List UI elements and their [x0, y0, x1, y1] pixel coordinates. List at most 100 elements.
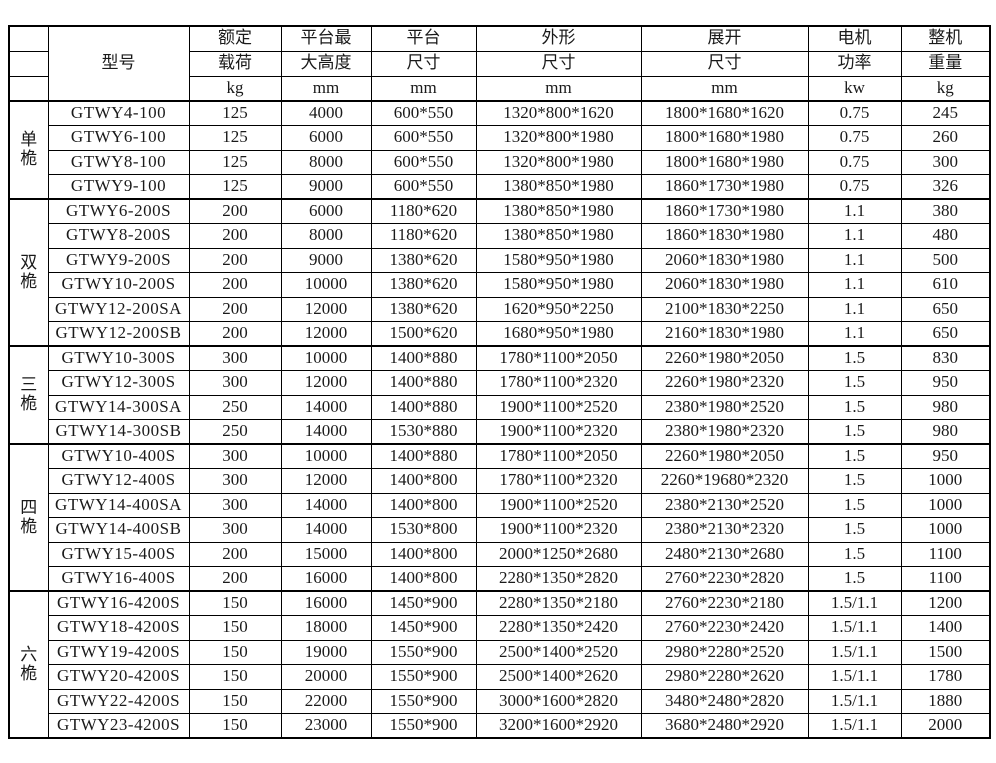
model-cell: GTWY4-100 — [47, 100, 190, 126]
table-row: GTWY18-4200S 150 18000 1450*900 2280*1350*24… — [9, 615, 991, 641]
height-cell: 8000 — [280, 149, 372, 175]
table-row: GTWY12-200SB 200 12000 1500*620 1680*950*198… — [9, 321, 991, 347]
table-row: 单桅 GTWY4-100 125 4000 600*550 1320*800*1620 18… — [8, 100, 991, 200]
header-overall-unit: mm — [475, 75, 642, 102]
model-cell: GTWY10-300S — [47, 345, 190, 371]
platform-size-cell: 600*550 — [370, 149, 477, 175]
weight-cell: 2000 — [900, 713, 991, 739]
platform-size-cell: 1180*620 — [370, 198, 477, 224]
model-cell: GTWY22-4200S — [47, 688, 190, 714]
load-cell: 125 — [188, 100, 282, 126]
platform-size-cell: 1400*800 — [370, 492, 477, 518]
height-cell: 14000 — [280, 394, 372, 420]
table-row: GTWY8-100 125 8000 600*550 1320*800*1980 1800… — [9, 149, 991, 175]
header-load-line1: 额定 — [188, 25, 282, 52]
load-cell: 150 — [188, 688, 282, 714]
expanded-size-cell: 3480*2480*2820 — [640, 688, 809, 714]
height-cell: 14000 — [280, 419, 372, 445]
platform-size-cell: 1400*880 — [370, 345, 477, 371]
power-cell: 0.75 — [807, 174, 902, 200]
height-cell: 23000 — [280, 713, 372, 739]
header-load-unit: kg — [188, 75, 282, 102]
model-cell: GTWY18-4200S — [47, 615, 190, 641]
table-row: GTWY12-300S 300 12000 1400*880 1780*1100*232… — [9, 370, 991, 396]
weight-cell: 1000 — [900, 492, 991, 518]
model-cell: GTWY8-100 — [47, 149, 190, 175]
power-cell: 1.5/1.1 — [807, 688, 902, 714]
height-cell: 10000 — [280, 272, 372, 298]
expanded-size-cell: 2480*2130*2680 — [640, 541, 809, 567]
overall-size-cell: 3200*1600*2920 — [475, 713, 642, 739]
load-cell: 150 — [188, 713, 282, 739]
power-cell: 1.5 — [807, 566, 902, 592]
platform-size-cell: 1400*800 — [370, 468, 477, 494]
height-cell: 4000 — [280, 100, 372, 126]
load-cell: 125 — [188, 125, 282, 151]
weight-cell: 260 — [900, 125, 991, 151]
load-cell: 250 — [188, 419, 282, 445]
header-power-line2: 功率 — [807, 50, 902, 77]
weight-cell: 650 — [900, 321, 991, 347]
load-cell: 300 — [188, 345, 282, 371]
weight-cell: 1100 — [900, 541, 991, 567]
overall-size-cell: 2500*1400*2620 — [475, 664, 642, 690]
expanded-size-cell: 2380*2130*2520 — [640, 492, 809, 518]
weight-cell: 610 — [900, 272, 991, 298]
expanded-size-cell: 2760*2230*2820 — [640, 566, 809, 592]
model-cell: GTWY14-400SB — [47, 517, 190, 543]
overall-size-cell: 1320*800*1980 — [475, 149, 642, 175]
header-model: 型号 — [47, 25, 190, 102]
table-row: GTWY9-200S 200 9000 1380*620 1580*950*1980 20… — [9, 247, 991, 273]
overall-size-cell: 1900*1100*2520 — [475, 394, 642, 420]
weight-cell: 245 — [900, 100, 991, 126]
overall-size-cell: 1380*850*1980 — [475, 198, 642, 224]
header-platform-line1: 平台 — [370, 25, 477, 52]
weight-cell: 500 — [900, 247, 991, 273]
load-cell: 300 — [188, 370, 282, 396]
table-header: 型号 额定 平台最 平台 外形 展开 电机 整机 载荷 大高度 尺寸 尺寸 尺寸… — [8, 25, 991, 102]
platform-size-cell: 1400*880 — [370, 370, 477, 396]
weight-cell: 950 — [900, 443, 991, 469]
expanded-size-cell: 2380*2130*2320 — [640, 517, 809, 543]
expanded-size-cell: 2980*2280*2620 — [640, 664, 809, 690]
expanded-size-cell: 1800*1680*1980 — [640, 149, 809, 175]
power-cell: 1.5 — [807, 492, 902, 518]
platform-size-cell: 1380*620 — [370, 296, 477, 322]
model-cell: GTWY14-400SA — [47, 492, 190, 518]
header-overall-line2: 尺寸 — [475, 50, 642, 77]
power-cell: 1.5 — [807, 468, 902, 494]
expanded-size-cell: 2160*1830*1980 — [640, 321, 809, 347]
header-row-1: 型号 额定 平台最 平台 外形 展开 电机 整机 — [8, 25, 991, 102]
table-row: GTWY15-400S 200 15000 1400*800 2000*1250*268… — [9, 541, 991, 567]
group-label-3: 四桅 — [8, 443, 49, 592]
model-cell: GTWY19-4200S — [47, 639, 190, 665]
expanded-size-cell: 2760*2230*2180 — [640, 590, 809, 616]
header-power-line1: 电机 — [807, 25, 902, 52]
table-row: GTWY12-200SA 200 12000 1380*620 1620*950*225… — [9, 296, 991, 322]
load-cell: 150 — [188, 615, 282, 641]
height-cell: 12000 — [280, 296, 372, 322]
height-cell: 6000 — [280, 125, 372, 151]
group-label-2: 三桅 — [8, 345, 49, 445]
power-cell: 0.75 — [807, 149, 902, 175]
weight-cell: 830 — [900, 345, 991, 371]
weight-cell: 1000 — [900, 517, 991, 543]
expanded-size-cell: 2060*1830*1980 — [640, 272, 809, 298]
expanded-size-cell: 2100*1830*2250 — [640, 296, 809, 322]
header-weight-line1: 整机 — [900, 25, 991, 52]
weight-cell: 480 — [900, 223, 991, 249]
weight-cell: 1200 — [900, 590, 991, 616]
header-row-units: kg mm mm mm mm kw kg — [8, 75, 991, 102]
overall-size-cell: 1380*850*1980 — [475, 223, 642, 249]
model-cell: GTWY10-200S — [47, 272, 190, 298]
height-cell: 14000 — [280, 517, 372, 543]
model-cell: GTWY16-4200S — [47, 590, 190, 616]
height-cell: 12000 — [280, 468, 372, 494]
model-cell: GTWY12-400S — [47, 468, 190, 494]
model-cell: GTWY14-300SA — [47, 394, 190, 420]
expanded-size-cell: 2380*1980*2520 — [640, 394, 809, 420]
expanded-size-cell: 2760*2230*2420 — [640, 615, 809, 641]
table-row: GTWY14-400SA 300 14000 1400*800 1900*1100*25… — [9, 492, 991, 518]
header-platform-unit: mm — [370, 75, 477, 102]
platform-size-cell: 600*550 — [370, 174, 477, 200]
